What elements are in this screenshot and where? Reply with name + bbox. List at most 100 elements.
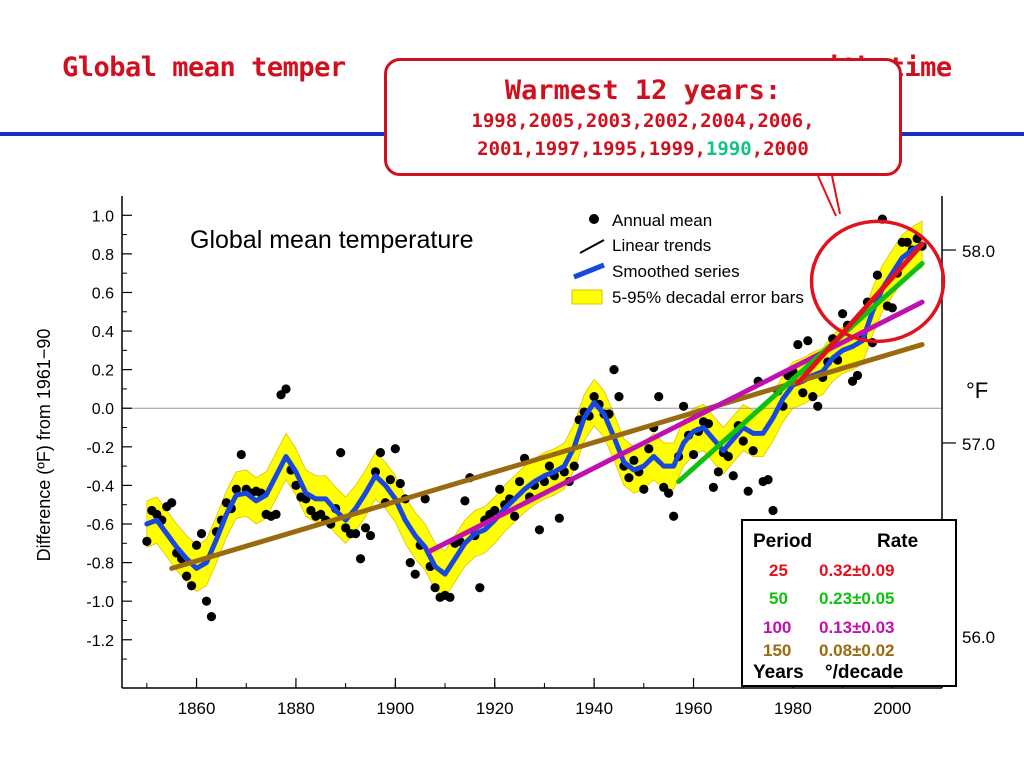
annual-mean-point bbox=[490, 505, 500, 516]
annual-mean-point bbox=[510, 511, 520, 521]
annual-mean-point bbox=[793, 339, 803, 350]
legend-swatch-annual bbox=[589, 214, 599, 224]
y-tick-label: 0.0 bbox=[92, 401, 114, 418]
rate-row-period: 50 bbox=[769, 589, 788, 608]
annual-mean-point bbox=[813, 401, 823, 411]
legend: Annual mean Linear trends Smoothed series 5… bbox=[571, 211, 804, 307]
header-period: Period bbox=[753, 531, 813, 552]
x-tick-label: 1920 bbox=[476, 699, 514, 718]
annual-mean-point bbox=[370, 467, 381, 477]
callout-years-line2: 2001,1997,1995,1999,1990,2000 bbox=[387, 135, 899, 163]
annual-mean-point bbox=[336, 448, 346, 458]
y-tick-label: -0.8 bbox=[86, 556, 114, 573]
annual-mean-point bbox=[723, 451, 733, 462]
footer-years: Years bbox=[753, 662, 804, 683]
annual-mean-point bbox=[852, 370, 863, 381]
annual-mean-point bbox=[803, 336, 813, 346]
y-tick-label: -1.0 bbox=[86, 594, 114, 611]
annual-mean-point bbox=[196, 529, 207, 539]
annual-mean-point bbox=[614, 392, 624, 402]
annual-mean-point bbox=[644, 444, 654, 454]
annual-mean-point bbox=[589, 392, 599, 402]
right-tick-label: 56.0 bbox=[962, 628, 995, 647]
annual-mean-point bbox=[798, 388, 808, 398]
legend-swatch-smoothed bbox=[573, 262, 605, 280]
annual-mean-point bbox=[514, 476, 525, 487]
footer-units: °/decade bbox=[825, 662, 904, 683]
annual-mean-point bbox=[738, 436, 748, 446]
x-tick-label: 1860 bbox=[178, 699, 216, 718]
error-band bbox=[146, 220, 923, 598]
annual-mean-point bbox=[654, 392, 664, 402]
legend-entry: Annual mean bbox=[612, 211, 712, 230]
annual-mean-point bbox=[430, 583, 440, 593]
rate-row-value: 0.32±0.09 bbox=[819, 561, 895, 580]
x-tick-label: 1880 bbox=[277, 699, 315, 718]
annual-mean-point bbox=[390, 444, 400, 454]
annual-mean-point bbox=[365, 530, 376, 541]
callout-heading: Warmest 12 years: bbox=[504, 75, 782, 106]
annual-mean-point bbox=[182, 571, 192, 581]
callout-highlight-year: 1990 bbox=[705, 138, 752, 160]
annual-mean-point bbox=[763, 475, 773, 485]
annual-mean-point bbox=[186, 581, 197, 591]
annual-mean-point bbox=[191, 540, 202, 550]
annual-mean-point bbox=[460, 496, 470, 506]
annual-mean-point bbox=[534, 525, 545, 535]
annual-mean-point bbox=[495, 484, 505, 494]
legend-entry: Smoothed series bbox=[612, 262, 740, 281]
y-tick-label: 0.2 bbox=[92, 363, 114, 380]
annual-mean-point bbox=[420, 494, 430, 504]
annual-mean-point bbox=[713, 467, 723, 477]
callout-pointer bbox=[817, 175, 837, 217]
highlight-circle bbox=[809, 219, 946, 344]
x-tick-label: 1940 bbox=[575, 699, 613, 718]
y-tick-label: 1.0 bbox=[92, 208, 114, 225]
highlight-layer bbox=[809, 175, 946, 344]
annual-mean-point bbox=[748, 446, 758, 456]
annual-mean-point bbox=[271, 509, 281, 519]
annual-mean-point bbox=[629, 455, 639, 465]
right-tick-label: 57.0 bbox=[962, 435, 995, 454]
annual-mean-point bbox=[445, 592, 455, 602]
trend-line-50 bbox=[676, 261, 925, 485]
y-tick-label: 0.6 bbox=[92, 285, 114, 302]
annual-mean-point bbox=[405, 557, 415, 568]
callout-years-line1: 1998,2005,2003,2002,2004,2006, bbox=[471, 110, 815, 132]
axes-layer: 1.0 0.8 0.6 0.4 0.2 0.0 -0.2 -0.4 -0.6 -0.8 -1.0 -1… bbox=[34, 196, 995, 718]
y-tick-label: -0.4 bbox=[86, 478, 114, 495]
annual-mean-point bbox=[554, 513, 564, 523]
annual-mean-point bbox=[872, 270, 882, 280]
y-tick-label: -1.2 bbox=[86, 633, 114, 650]
chart-title: Global mean temperature bbox=[190, 226, 473, 254]
rate-row-period: 150 bbox=[763, 641, 792, 660]
annual-mean-point bbox=[291, 480, 301, 491]
x-tick-label: 2000 bbox=[873, 699, 911, 718]
annual-mean-point bbox=[708, 482, 718, 492]
annual-mean-point bbox=[350, 529, 361, 539]
y-tick-label: 0.4 bbox=[92, 324, 114, 341]
annual-mean-point bbox=[201, 596, 212, 606]
annual-mean-point bbox=[142, 536, 152, 546]
annual-mean-point bbox=[808, 392, 818, 402]
annual-mean-point bbox=[206, 612, 217, 622]
annual-mean-point bbox=[395, 478, 405, 489]
annual-mean-point bbox=[664, 488, 674, 498]
annual-mean-point bbox=[902, 237, 912, 247]
annual-mean-point bbox=[375, 448, 386, 458]
right-tick-label: 58.0 bbox=[962, 242, 995, 261]
y-tick-label: 0.8 bbox=[92, 247, 114, 264]
x-tick-label: 1900 bbox=[376, 699, 414, 718]
annual-mean-point bbox=[475, 583, 485, 593]
annual-mean-point bbox=[360, 523, 371, 533]
y-tick-label: -0.6 bbox=[86, 517, 114, 534]
header-rate: Rate bbox=[877, 531, 919, 552]
annual-mean-point bbox=[887, 303, 897, 313]
legend-entry: Linear trends bbox=[612, 236, 711, 255]
annual-mean-point bbox=[544, 461, 554, 471]
callout-years-prefix: 2001,1997,1995,1999, bbox=[477, 138, 706, 160]
callout-pointer bbox=[831, 175, 841, 215]
annual-mean-point bbox=[385, 475, 395, 485]
annual-mean-point bbox=[768, 505, 778, 516]
